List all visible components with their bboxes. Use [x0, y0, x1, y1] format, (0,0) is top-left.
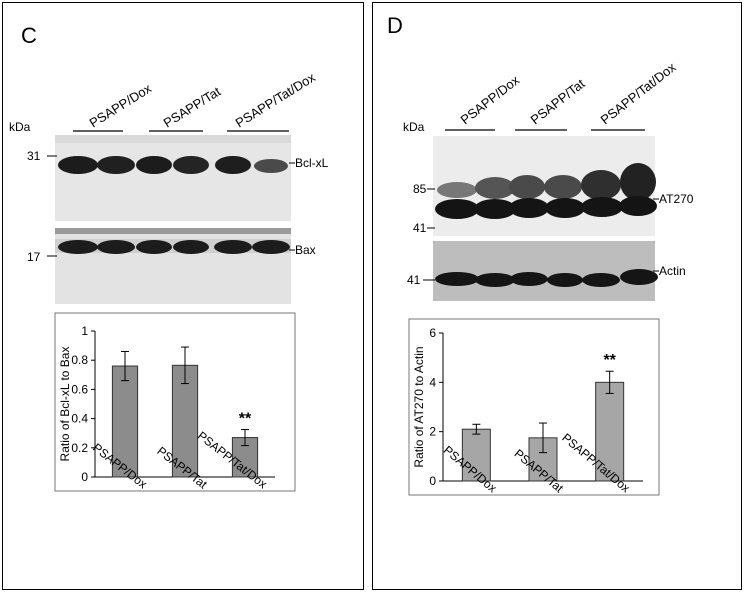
lane-label: PSAPP/Tat/Dox	[233, 69, 319, 130]
marker-label: 41	[407, 273, 421, 287]
y-tick-label: 0.8	[71, 353, 88, 367]
figure-panel-d: D PSAPP/Dox PSAPP/Tat PSAPP/Tat/Dox kDa …	[372, 2, 742, 590]
bar	[595, 381, 625, 482]
y-axis-label: Ratio of Bcl-xL to Bax	[58, 347, 72, 462]
marker-label: 41	[413, 221, 427, 235]
marker-label: 17	[27, 250, 41, 264]
blot-bax	[55, 228, 291, 304]
significance-marker: **	[603, 352, 616, 369]
lane-label: PSAPP/Dox	[458, 72, 523, 127]
panel-d-graphics: PSAPP/Dox PSAPP/Tat PSAPP/Tat/Dox kDa 85…	[403, 59, 694, 496]
lane-label: PSAPP/Tat	[528, 76, 588, 128]
kda-label: kDa	[9, 120, 31, 134]
y-tick-label: 6	[429, 326, 436, 340]
y-tick-label: 0	[429, 474, 436, 488]
blot-actin	[433, 241, 658, 301]
panel-letter: C	[21, 23, 37, 48]
chart-frame	[54, 312, 296, 492]
lane-label: PSAPP/Tat	[161, 84, 224, 131]
y-axis-label: Ratio of AT270 to Actin	[412, 346, 426, 467]
y-tick-label: 0	[81, 470, 88, 484]
y-tick-label: 2	[429, 425, 436, 439]
marker-label: 85	[413, 182, 427, 196]
kda-label: kDa	[403, 120, 425, 134]
figure-panel-c: C PSAPP/Dox PSAPP/Tat PSAPP/Tat/Dox kDa …	[2, 2, 364, 590]
y-tick-label: 4	[429, 375, 436, 389]
y-tick-label: 0.6	[71, 382, 88, 396]
blot-at270	[433, 136, 657, 236]
y-tick-label: 0.2	[71, 441, 88, 455]
y-tick-label: 0.4	[71, 412, 88, 426]
lane-label: PSAPP/Tat/Dox	[598, 59, 679, 127]
panel-c-graphics: PSAPP/Dox PSAPP/Tat PSAPP/Tat/Dox kDa 31…	[9, 69, 329, 492]
blot-label: Bax	[295, 243, 316, 257]
y-tick-label: 1	[81, 324, 88, 338]
panel-letter: D	[387, 13, 403, 38]
blot-label: Actin	[659, 264, 686, 278]
blot-label: Bcl-xL	[295, 156, 329, 170]
marker-label: 31	[27, 149, 41, 163]
blot-label: AT270	[659, 192, 694, 206]
chart-frame	[408, 318, 660, 496]
blot-bcl-xl	[55, 135, 291, 221]
bar	[171, 364, 199, 478]
lane-label: PSAPP/Dox	[87, 80, 155, 130]
significance-marker: **	[239, 411, 252, 428]
bar	[111, 365, 139, 478]
